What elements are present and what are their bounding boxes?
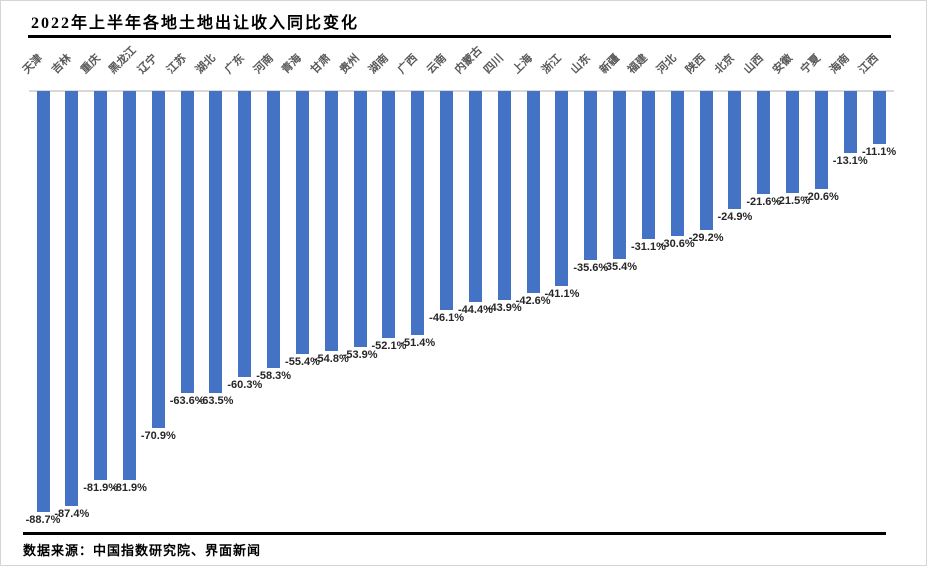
bar: [757, 91, 771, 194]
category-label: 海南: [828, 52, 853, 77]
bar: [555, 91, 569, 287]
category-label: 浙江: [539, 52, 564, 77]
value-label: -54.8%: [313, 353, 349, 366]
value-label: -81.9%: [83, 482, 119, 495]
bar: [267, 91, 281, 368]
category-label: 宁夏: [799, 52, 824, 77]
value-label: -55.4%: [285, 356, 320, 369]
value-label: -63.6%: [169, 395, 205, 408]
value-label: -35.6%: [573, 262, 609, 275]
value-label: -60.3%: [227, 379, 263, 392]
category-label: 吉林: [49, 52, 74, 77]
value-label: -21.6%: [746, 195, 782, 208]
value-label: -52.1%: [371, 340, 407, 353]
value-label: -35.4%: [602, 261, 638, 274]
category-label: 广西: [395, 52, 420, 77]
bar: [353, 91, 367, 348]
value-label: -21.5%: [775, 195, 811, 208]
bar: [209, 91, 223, 393]
bar: [94, 91, 108, 481]
value-label: -31.1%: [630, 240, 666, 253]
bar: [814, 91, 828, 189]
category-label: 甘肃: [309, 52, 334, 77]
value-label: -13.1%: [832, 155, 868, 168]
category-label: 天津: [20, 52, 45, 77]
category-label: 四川: [482, 52, 507, 77]
zero-baseline: [29, 90, 894, 92]
bar: [151, 91, 165, 428]
category-label: 内蒙古: [453, 44, 486, 77]
bar: [122, 91, 136, 481]
value-label: -87.4%: [54, 508, 90, 521]
bar: [872, 91, 886, 144]
value-label: -81.9%: [112, 482, 147, 495]
bar: [238, 91, 252, 378]
value-label: -46.1%: [429, 311, 465, 324]
bar: [843, 91, 857, 154]
category-label: 安徽: [770, 52, 795, 77]
chart-title: 2022年上半年各地土地出让收入同比变化: [31, 15, 360, 32]
category-label: 江苏: [164, 52, 189, 77]
category-label: 江西: [856, 52, 881, 77]
source-note: 数据来源：中国指数研究院、界面新闻: [23, 543, 262, 558]
category-label: 山西: [741, 52, 766, 77]
category-label: 新疆: [597, 52, 622, 77]
bar: [786, 91, 800, 194]
bar: [382, 91, 396, 339]
value-label: -24.9%: [717, 211, 753, 224]
category-label: 青海: [280, 52, 305, 77]
category-label: 贵州: [337, 52, 362, 77]
bar: [411, 91, 425, 336]
value-label: -58.3%: [256, 369, 292, 382]
value-label: -88.7%: [25, 514, 61, 527]
value-label: -43.9%: [486, 301, 522, 314]
bar: [468, 91, 482, 302]
category-label: 云南: [424, 52, 449, 77]
value-label: -70.9%: [140, 429, 176, 442]
bar: [295, 91, 309, 355]
value-label: -41.1%: [544, 288, 580, 301]
category-label: 湖北: [193, 52, 218, 77]
value-label: -11.1%: [861, 145, 897, 158]
category-label: 辽宁: [136, 52, 161, 77]
title-underline: [28, 35, 891, 38]
bar: [180, 91, 194, 394]
category-label: 山东: [568, 52, 593, 77]
bar: [670, 91, 684, 237]
value-label: -63.5%: [198, 394, 234, 407]
bar: [324, 91, 338, 352]
bar: [65, 91, 79, 507]
bar: [699, 91, 713, 230]
category-label: 福建: [626, 52, 651, 77]
category-label: 河北: [655, 52, 680, 77]
bar: [440, 91, 454, 310]
bar: [497, 91, 511, 300]
category-label: 北京: [712, 52, 737, 77]
footer-divider: [23, 532, 886, 535]
category-label: 湖南: [366, 52, 391, 77]
value-label: -20.6%: [803, 190, 839, 203]
bar: [36, 91, 50, 513]
value-label: -42.6%: [515, 295, 551, 308]
value-label: -30.6%: [659, 238, 695, 251]
category-label: 重庆: [78, 52, 103, 77]
category-label: 黑龙江: [107, 44, 140, 77]
category-label: 广东: [222, 52, 247, 77]
category-label: 陕西: [683, 52, 708, 77]
value-label: -51.4%: [400, 337, 436, 350]
bar: [584, 91, 598, 261]
bar: [526, 91, 540, 294]
value-label: -53.9%: [342, 349, 378, 362]
value-label: -44.4%: [458, 303, 493, 316]
bar: [641, 91, 655, 239]
bar: [613, 91, 627, 260]
bar: [728, 91, 742, 210]
category-label: 上海: [510, 52, 535, 77]
value-label: -29.2%: [688, 231, 724, 244]
category-label: 河南: [251, 52, 276, 77]
